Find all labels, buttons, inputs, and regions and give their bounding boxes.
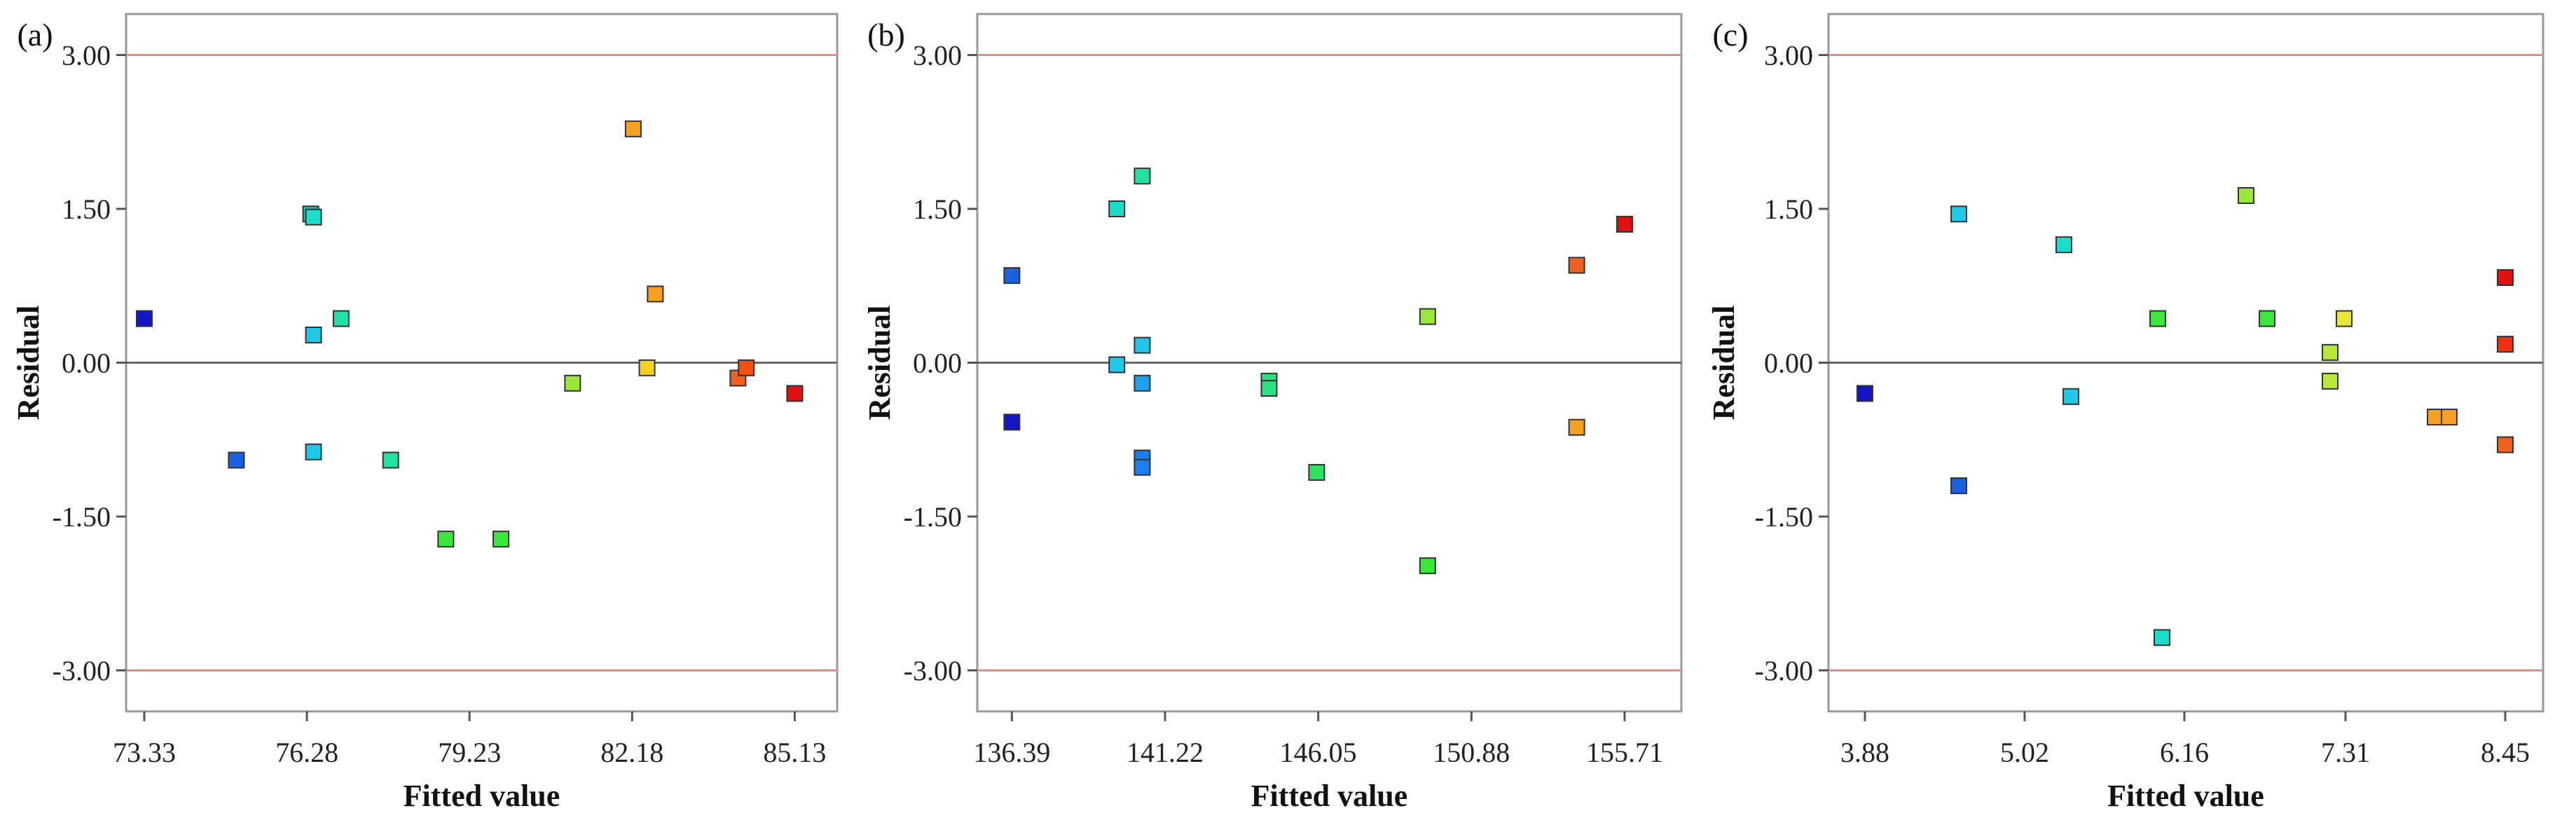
y-axis-title: Residual [11,306,46,421]
data-point [1857,385,1873,402]
x-tick-label: 3.88 [1840,737,1889,768]
y-tick-label: 1.50 [1764,193,1813,225]
data-point [1134,458,1151,476]
data-point [1108,356,1126,374]
data-point [1003,414,1021,431]
data-point [738,359,755,376]
y-tick-label: -1.50 [904,501,962,533]
data-point [624,120,642,137]
data-point [564,374,581,392]
y-axis-title: Residual [862,306,897,421]
data-point [2062,388,2079,405]
y-tick-label: 1.50 [62,193,111,225]
data-point [382,451,399,469]
x-tick-label: 5.02 [2000,737,2049,768]
data-point [1134,374,1151,392]
data-point [638,359,656,376]
x-tick-label: 150.88 [1433,737,1510,768]
y-tick-label: 0.00 [1764,348,1813,379]
data-point [135,310,153,327]
data-point [1134,336,1151,354]
data-point [1419,308,1436,325]
data-point [1108,200,1126,218]
data-point [2497,269,2514,287]
data-point [2055,236,2072,254]
data-point [2441,409,2458,426]
data-point [228,451,245,469]
x-tick-label: 7.31 [2321,737,2370,768]
data-point [1419,557,1436,575]
data-point [2238,186,2254,204]
y-tick-label: -3.00 [53,655,111,686]
y-tick-label: 0.00 [913,348,962,379]
data-point [305,326,322,343]
x-tick-label: 76.28 [275,737,338,768]
data-point [1950,205,1967,223]
data-point [2497,436,2514,453]
data-point [2497,336,2514,353]
x-tick-label: 85.13 [763,737,826,768]
y-tick-label: 3.00 [62,40,111,71]
chart-panel-1: 3.00 1.50 0.00 -1.50 -3.00 73.33 76.28 79.23 82.… [11,13,839,813]
data-point [1260,380,1278,397]
y-tick-label: -1.50 [1755,501,1813,533]
x-tick-label: 8.45 [2481,737,2530,768]
x-tick-label: 141.22 [1127,737,1204,768]
data-point [2336,310,2353,327]
data-point [2154,629,2170,646]
x-tick-label: 6.16 [2160,737,2209,768]
x-axis-title: Fitted value [404,779,560,813]
y-tick-label: -3.00 [904,655,962,686]
y-tick-label: 3.00 [1764,40,1813,71]
y-axis-title: Residual [1707,306,1741,421]
x-tick-label: 73.33 [113,737,176,768]
data-point [786,385,804,402]
data-point [1568,257,1585,274]
data-point [1308,464,1325,481]
x-tick-label: 79.23 [438,737,501,768]
y-tick-label: 1.50 [913,193,962,225]
data-point [1134,168,1151,185]
data-point [2322,372,2339,390]
chart-panel-2: 3.00 1.50 0.00 -1.50 -3.00 136.39 141.22 146.05… [862,13,1683,813]
data-point [332,310,350,327]
data-point [2322,343,2339,361]
data-point [1616,215,1633,233]
data-point [1568,418,1585,436]
data-point [1003,267,1021,285]
data-point [437,531,455,548]
x-axis-title: Fitted value [2107,779,2264,813]
x-tick-label: 136.39 [973,737,1050,768]
data-point [1950,477,1967,495]
data-point [2259,310,2275,327]
x-tick-label: 155.71 [1586,737,1663,768]
data-point [493,531,510,548]
x-axis-title: Fitted value [1251,779,1408,813]
chart-panel-3: 3.00 1.50 0.00 -1.50 -3.00 3.88 5.02 6.16 7.31 8.… [1707,13,2544,813]
data-point [305,443,322,460]
y-tick-label: 3.00 [913,40,962,71]
x-tick-label: 146.05 [1280,737,1357,768]
x-tick-label: 82.18 [600,737,663,768]
y-tick-label: -3.00 [1755,655,1813,686]
panel-label: (c) [1712,17,1748,53]
y-tick-label: -1.50 [53,501,111,533]
panel-label: (b) [867,17,905,53]
data-point [647,285,664,303]
data-point [2427,409,2444,426]
data-point [2149,310,2166,327]
panel-label: (a) [17,17,53,53]
y-tick-label: 0.00 [62,348,111,379]
data-point [305,208,322,226]
